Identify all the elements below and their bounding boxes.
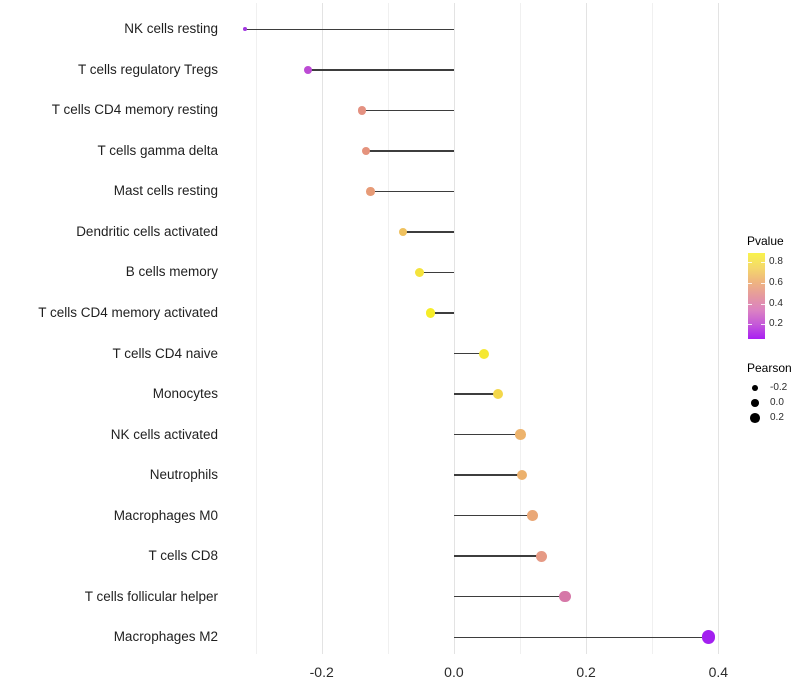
category-label: T cells CD4 memory resting: [51, 102, 218, 118]
lollipop-stem: [453, 393, 499, 395]
pvalue-bar-tick: [747, 303, 752, 305]
grid-minor-line: [255, 3, 257, 654]
category-label: Neutrophils: [149, 467, 218, 483]
category-label: T cells gamma delta: [97, 142, 218, 158]
lollipop-dot: [361, 146, 371, 156]
grid-minor-line: [387, 3, 389, 654]
grid-minor-line: [520, 3, 521, 654]
lollipop-dot: [357, 106, 367, 115]
lollipop-dot: [515, 429, 526, 440]
pearson-key-dot: [752, 385, 758, 392]
pearson-key-label: 0.2: [770, 412, 784, 424]
pvalue-bar-tick: [760, 282, 765, 284]
category-label: Macrophages M2: [113, 629, 218, 645]
lollipop-stem: [362, 109, 454, 112]
pvalue-bar-tick: [747, 324, 752, 326]
category-label: Monocytes: [152, 386, 218, 402]
lollipop-stem: [453, 352, 485, 355]
category-label: NK cells resting: [124, 21, 218, 37]
x-axis-tick-label: 0.2: [576, 664, 596, 680]
lollipop-dot: [366, 187, 375, 196]
category-label: NK cells activated: [110, 426, 218, 442]
pearson-key-dot: [751, 399, 759, 408]
category-label: T cells CD8: [148, 548, 218, 564]
pvalue-bar-tick: [747, 282, 752, 284]
grid-major-line: [453, 3, 455, 654]
category-label: B cells memory: [125, 264, 218, 280]
pvalue-bar-tick: [760, 324, 765, 326]
lollipop-dot: [559, 591, 571, 603]
lollipop-stem: [453, 433, 521, 436]
lollipop-dot: [493, 388, 504, 400]
category-label: Macrophages M0: [113, 507, 218, 523]
lollipop-dot: [516, 469, 528, 481]
pvalue-bar-tick: [760, 262, 765, 263]
pearson-key-dot: [750, 413, 760, 424]
pvalue-bar-tick: [747, 262, 752, 263]
lollipop-stem: [403, 231, 454, 233]
legend-pearson-title: Pearson: [747, 361, 792, 375]
pvalue-bar-tick: [760, 303, 765, 305]
category-label: Mast cells resting: [113, 183, 218, 199]
lollipop-stem: [453, 636, 709, 638]
category-label: T cells CD4 naive: [112, 345, 218, 361]
lollipop-stem: [453, 595, 565, 598]
lollipop-stem: [307, 69, 454, 71]
pvalue-tick-label: 0.2: [769, 318, 783, 330]
lollipop-dot: [479, 348, 490, 359]
legend-pvalue-title: Pvalue: [747, 234, 784, 248]
x-axis-tick-label: 0.0: [444, 664, 464, 680]
grid-minor-line: [652, 3, 654, 654]
lollipop-dot: [426, 308, 436, 318]
lollipop-stem: [245, 28, 454, 31]
lollipop-dot: [701, 630, 716, 645]
grid-major-line: [718, 3, 720, 654]
lollipop-dot: [415, 267, 425, 277]
pvalue-tick-label: 0.4: [769, 297, 783, 309]
lollipop-stem: [430, 312, 454, 314]
pvalue-gradient-bar: [747, 253, 765, 339]
x-axis-tick-label: 0.4: [708, 664, 729, 680]
pvalue-tick-label: 0.6: [769, 276, 783, 288]
lollipop-stem: [370, 190, 454, 193]
category-label: T cells CD4 memory activated: [38, 305, 218, 320]
lollipop-dot: [536, 550, 548, 562]
pearson-key-label: 0.0: [770, 397, 784, 409]
lollipop-dot: [243, 27, 247, 32]
grid-major-line: [321, 3, 323, 654]
category-label: T cells regulatory Tregs: [77, 61, 218, 77]
grid-major-line: [586, 3, 588, 654]
lollipop-stem: [453, 514, 533, 517]
lollipop-dot: [303, 65, 312, 74]
pvalue-tick-label: 0.8: [769, 256, 783, 267]
lollipop-stem: [365, 150, 454, 152]
category-label: Dendritic cells activated: [76, 223, 218, 239]
lollipop-stem: [453, 474, 522, 476]
lollipop-dot: [527, 510, 538, 522]
pearson-key-label: -0.2: [770, 382, 788, 394]
lollipop-stem: [419, 271, 454, 274]
lollipop-dot: [398, 227, 408, 237]
x-axis-tick-label: -0.2: [309, 664, 334, 680]
category-label: T cells follicular helper: [84, 588, 218, 604]
lollipop-stem: [453, 555, 542, 557]
